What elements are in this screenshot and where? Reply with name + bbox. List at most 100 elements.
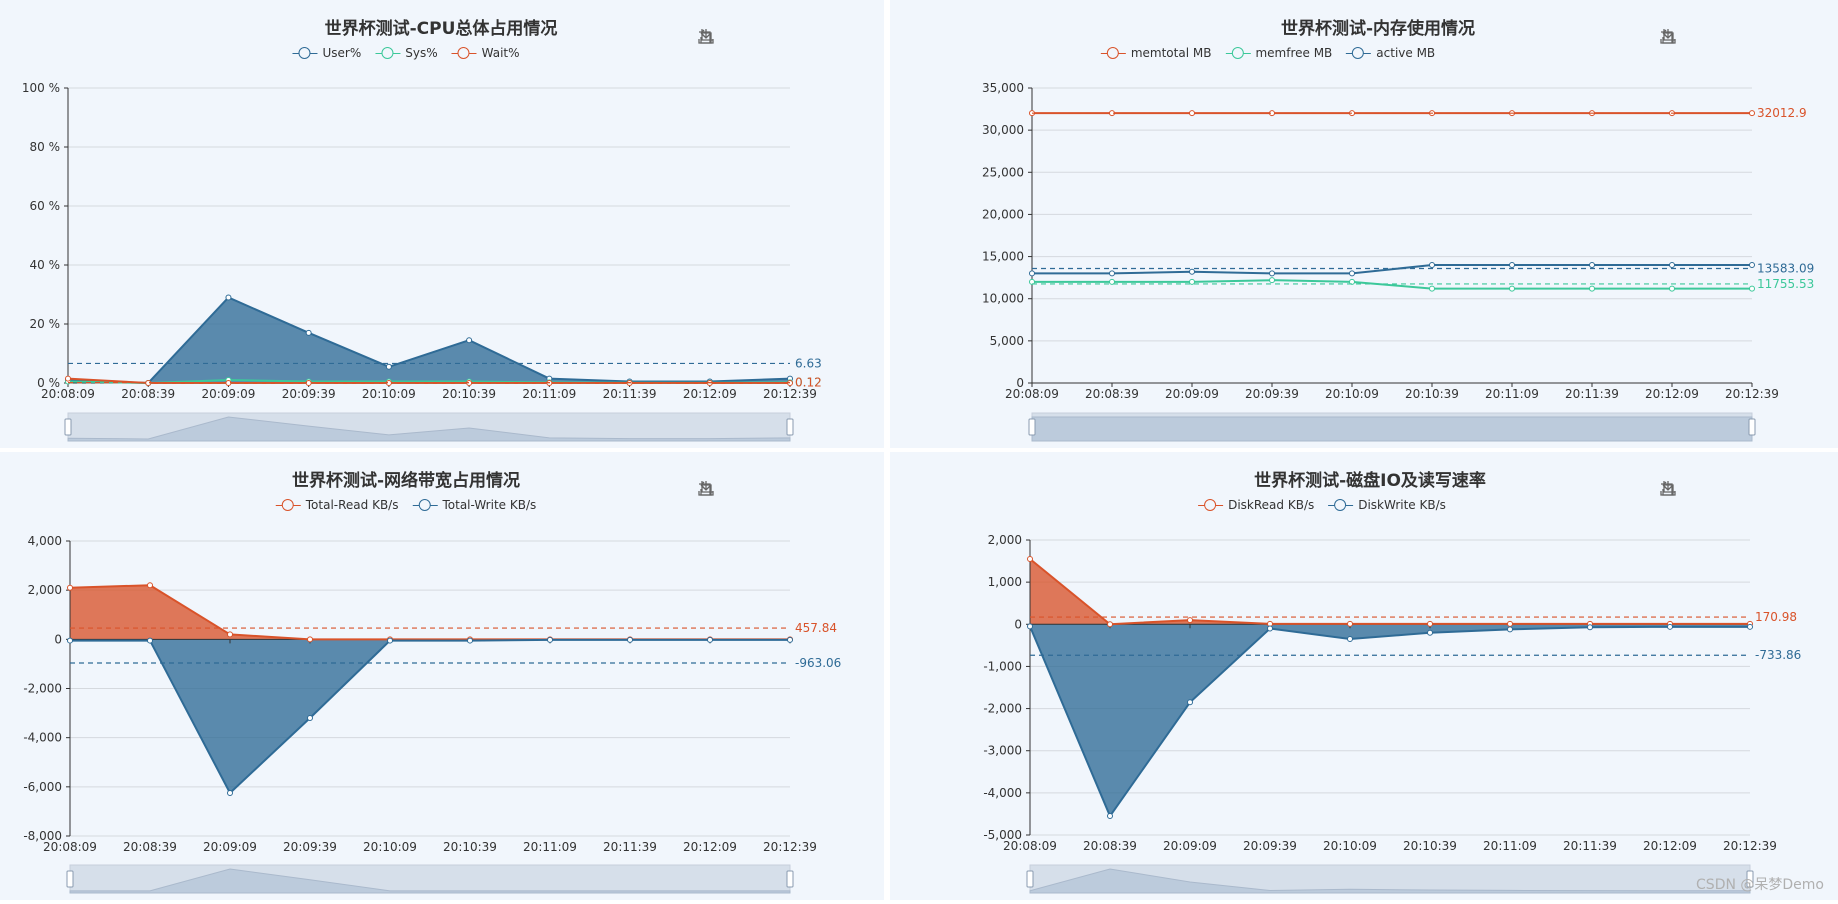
x-tick-label: 20:10:39: [1405, 387, 1459, 401]
chart-legend: Total-Read KB/s Total-Write KB/s: [275, 498, 536, 512]
data-point: [227, 789, 233, 796]
datazoom-handle[interactable]: [64, 418, 72, 436]
data-point: [67, 637, 73, 644]
y-tick-label: 60 %: [30, 199, 61, 213]
y-tick-label: 25,000: [982, 165, 1024, 179]
average-label: 6.63: [795, 356, 822, 370]
legend-item-total-write[interactable]: Total-Write KB/s: [412, 498, 536, 512]
datazoom-handle[interactable]: [66, 870, 74, 888]
data-point: [1509, 262, 1515, 268]
y-tick-label: 0 %: [37, 376, 60, 390]
legend-item-memfree[interactable]: memfree MB: [1225, 46, 1332, 60]
data-point: [1427, 629, 1433, 636]
data-point: [1187, 699, 1193, 706]
data-point: [1107, 621, 1113, 628]
x-tick-label: 20:10:39: [443, 840, 497, 854]
x-tick-label: 20:12:09: [683, 387, 737, 401]
average-label: 11755.53: [1757, 277, 1814, 291]
legend-item-memtotal[interactable]: memtotal MB: [1100, 46, 1212, 60]
data-point: [1427, 620, 1433, 627]
series-area: [70, 585, 790, 640]
data-point: [1109, 278, 1115, 285]
datazoom-handle[interactable]: [1026, 870, 1034, 888]
average-label: -963.06: [795, 656, 841, 670]
y-tick-label: 0: [1014, 617, 1022, 631]
chart-legend: User% Sys% Wait%: [292, 46, 520, 60]
legend-label: DiskWrite KB/s: [1358, 498, 1446, 512]
chart-title: 世界杯测试-内存使用情况: [1280, 19, 1476, 39]
series-line: [1032, 264, 1752, 275]
x-tick-label: 20:11:09: [522, 387, 576, 401]
chart-legend: DiskRead KB/s DiskWrite KB/s: [1198, 498, 1446, 512]
legend-label: memfree MB: [1255, 46, 1333, 60]
y-tick-label: 1,000: [988, 575, 1022, 589]
datazoom-handle[interactable]: [1748, 418, 1756, 436]
data-point: [1189, 110, 1195, 117]
y-tick-label: 4,000: [28, 534, 62, 548]
series-line: [70, 638, 790, 795]
y-tick-label: 0: [1016, 376, 1024, 390]
legend-item-wait[interactable]: Wait%: [451, 46, 520, 60]
reset-icon[interactable]: [698, 480, 714, 496]
legend-item-diskread[interactable]: DiskRead KB/s: [1198, 498, 1314, 512]
data-point: [1109, 270, 1115, 277]
legend-item-active[interactable]: active MB: [1346, 46, 1435, 60]
y-tick-label: 10,000: [982, 292, 1024, 306]
chart-svg: 0 5,000 10,000 15,000 20,000 25,000 30,000 35,0…: [982, 81, 1814, 442]
memory-chart-panel: 世界杯测试-内存使用情况 memtotal MB memfree MB acti…: [890, 0, 1838, 448]
series-area: [68, 297, 790, 383]
chart-title: 世界杯测试-网络带宽占用情况: [291, 471, 521, 491]
datazoom-handle[interactable]: [786, 418, 794, 436]
datazoom-handle[interactable]: [1746, 870, 1754, 888]
x-tick-label: 20:12:39: [1723, 839, 1777, 853]
data-point: [305, 329, 312, 336]
average-label: 0.12: [795, 376, 822, 390]
chart-legend: memtotal MB memfree MB active MB: [1100, 46, 1435, 60]
x-tick-label: 20:11:39: [603, 840, 657, 854]
data-point: [1107, 813, 1113, 820]
data-point: [67, 584, 73, 591]
reset-icon[interactable]: [698, 28, 714, 44]
series-line: [1032, 279, 1752, 290]
data-point: [1589, 262, 1595, 268]
network-chart-panel: 世界杯测试-网络带宽占用情况 Total-Read KB/s Total-Wri…: [0, 452, 884, 900]
x-tick-label: 20:08:09: [1003, 839, 1057, 853]
y-tick-label: 0: [54, 632, 62, 646]
x-tick-label: 20:08:09: [1005, 387, 1059, 401]
data-point: [1347, 620, 1353, 627]
average-label: 32012.9: [1757, 106, 1807, 120]
data-point: [387, 637, 393, 644]
x-tick-label: 20:10:09: [1325, 387, 1379, 401]
data-point: [147, 582, 153, 589]
x-tick-label: 20:12:09: [1643, 839, 1697, 853]
y-tick-label: -2,000: [23, 682, 62, 696]
x-tick-label: 20:12:09: [1645, 387, 1699, 401]
datazoom-handle[interactable]: [786, 870, 794, 888]
legend-item-user[interactable]: User%: [292, 46, 361, 60]
x-tick-label: 20:08:39: [121, 387, 175, 401]
x-tick-label: 20:10:09: [362, 387, 416, 401]
legend-item-diskwrite[interactable]: DiskWrite KB/s: [1328, 498, 1446, 512]
reset-icon[interactable]: [1660, 28, 1676, 44]
data-point: [147, 637, 153, 644]
data-point: [1429, 285, 1435, 292]
data-point: [1749, 285, 1755, 292]
y-tick-label: 20 %: [30, 317, 61, 331]
chart-title: 世界杯测试-CPU总体占用情况: [324, 19, 558, 39]
x-tick-label: 20:11:39: [1563, 839, 1617, 853]
legend-item-sys[interactable]: Sys%: [375, 46, 438, 60]
reset-icon[interactable]: [1660, 480, 1676, 496]
datazoom-handle[interactable]: [1028, 418, 1036, 436]
chart-svg: -8,000 -6,000 -4,000 -2,000 0 2,000 4,000 20:08…: [23, 534, 841, 894]
data-point: [65, 375, 71, 382]
data-point: [787, 636, 793, 643]
y-tick-label: 100 %: [22, 81, 60, 95]
datazoom-preview: [67, 416, 791, 442]
x-tick-label: 20:10:39: [1403, 839, 1457, 853]
legend-label: memtotal MB: [1130, 46, 1212, 60]
y-tick-label: -6,000: [23, 780, 62, 794]
chart-title: 世界杯测试-磁盘IO及读写速率: [1254, 471, 1486, 491]
data-point: [1027, 555, 1033, 562]
legend-label: Total-Read KB/s: [305, 498, 399, 512]
legend-item-total-read[interactable]: Total-Read KB/s: [275, 498, 399, 512]
